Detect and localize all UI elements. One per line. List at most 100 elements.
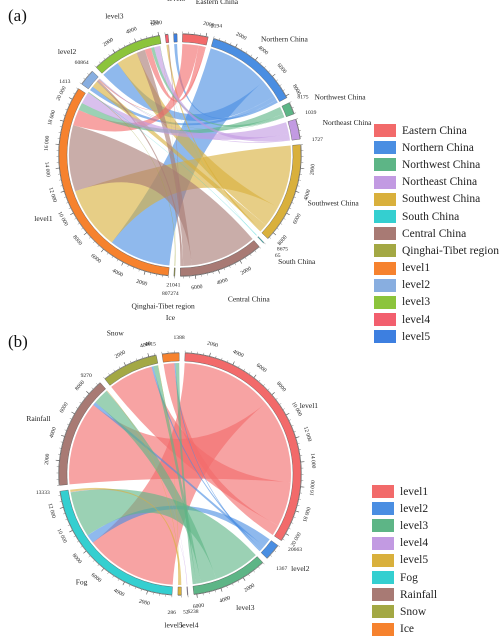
group-label-level2: level2 — [58, 47, 77, 56]
major-tick — [273, 74, 276, 76]
major-tick — [206, 33, 207, 36]
legend-label: Qinghai-Tibet region — [402, 245, 499, 257]
minor-tick — [104, 58, 105, 60]
minor-tick — [269, 71, 270, 72]
group-label-rainfall: Rainfall — [26, 414, 50, 423]
legend-swatch — [374, 244, 396, 257]
legend-item-qinghai-tibet-region: Qinghai-Tibet region — [374, 242, 499, 259]
tick-label: 4000 — [112, 588, 125, 599]
minor-tick — [291, 523, 293, 524]
minor-tick — [294, 113, 296, 114]
legend-swatch — [374, 193, 396, 206]
legend-item-central-china: Central China — [374, 225, 499, 242]
tick-label: 8000 — [275, 381, 287, 394]
major-tick — [296, 191, 299, 192]
minor-tick — [290, 102, 292, 103]
tick-label: 4000 — [125, 26, 138, 36]
tick-label: 6000 — [59, 401, 70, 414]
minor-tick — [248, 574, 249, 576]
minor-tick — [294, 197, 296, 198]
minor-tick — [280, 403, 282, 404]
minor-tick — [124, 45, 125, 47]
minor-tick — [70, 418, 72, 419]
minor-tick — [232, 584, 233, 586]
minor-tick — [246, 51, 247, 53]
minor-tick — [297, 505, 299, 506]
minor-tick — [241, 48, 242, 50]
minor-tick — [118, 579, 119, 581]
group-label-eastern-china: Eastern China — [196, 0, 239, 6]
minor-tick — [283, 90, 285, 91]
legend-label: Snow — [400, 606, 426, 618]
legend-label: Northwest China — [402, 159, 480, 171]
minor-tick — [108, 373, 109, 375]
legend-label: level5 — [402, 331, 430, 343]
arc-ice — [162, 353, 179, 362]
major-tick — [158, 32, 159, 35]
major-tick — [123, 582, 125, 585]
legend-item-fog: Fog — [372, 569, 437, 586]
minor-tick — [238, 581, 239, 583]
tick-label: 8000 — [71, 234, 83, 247]
minor-tick — [65, 109, 67, 110]
tick-label: 2000 — [102, 37, 115, 48]
legend-swatch — [372, 537, 394, 550]
arc-south-china — [258, 237, 264, 243]
group-label-level1: level1 — [300, 401, 319, 410]
major-tick — [221, 588, 222, 591]
legend-item-northeast-china: Northeast China — [374, 174, 499, 191]
legend-item-eastern-china: Eastern China — [374, 122, 499, 139]
minor-tick — [274, 551, 276, 552]
minor-tick — [89, 237, 90, 238]
legend-swatch — [374, 296, 396, 309]
legend-item-rainfall: Rainfall — [372, 586, 437, 603]
minor-tick — [109, 54, 110, 56]
tick-label: 2000 — [114, 350, 127, 360]
group-label-level5: level5 — [164, 621, 183, 630]
group-label-level1: level1 — [34, 214, 53, 223]
minor-tick — [216, 356, 217, 358]
group-label-level4: level4 — [180, 620, 199, 629]
end-value-label: 8675 — [277, 246, 288, 252]
minor-tick — [66, 202, 68, 203]
arc-level5 — [178, 587, 182, 595]
minor-tick — [69, 208, 71, 209]
legend-swatch — [374, 262, 396, 275]
end-value-label: 1413 — [59, 79, 70, 85]
minor-tick — [245, 258, 246, 260]
legend-item-level5: level5 — [374, 328, 499, 345]
minor-tick — [119, 48, 120, 50]
major-tick — [84, 233, 87, 235]
major-tick — [243, 578, 245, 581]
end-value-label: 6238 — [187, 609, 198, 615]
legend-item-level4: level4 — [372, 535, 437, 552]
minor-tick — [230, 43, 231, 45]
end-value-label: 52 — [183, 610, 189, 616]
tick-label: 10 000 — [56, 211, 69, 228]
minor-tick — [68, 104, 70, 105]
minor-tick — [117, 260, 118, 262]
legend-label: level2 — [400, 503, 428, 515]
group-label-level3: level3 — [236, 603, 255, 612]
minor-tick — [259, 380, 260, 382]
tick-label: 6000 — [89, 253, 102, 265]
minor-tick — [250, 254, 251, 256]
legend-item-level1: level1 — [374, 260, 499, 277]
legend-swatch — [372, 571, 394, 584]
minor-tick — [283, 409, 285, 410]
arc-level4 — [165, 35, 169, 43]
major-tick — [69, 98, 72, 100]
minor-tick — [268, 389, 269, 390]
minor-tick — [263, 384, 264, 385]
minor-tick — [230, 266, 231, 268]
tick-label: 2000 — [44, 453, 51, 465]
end-value-label: 8175 — [297, 95, 308, 101]
minor-tick — [294, 517, 296, 518]
tick-label: 4000 — [257, 45, 270, 57]
minor-tick — [225, 40, 226, 42]
tick-label: 4000 — [219, 595, 232, 604]
minor-tick — [93, 560, 94, 561]
